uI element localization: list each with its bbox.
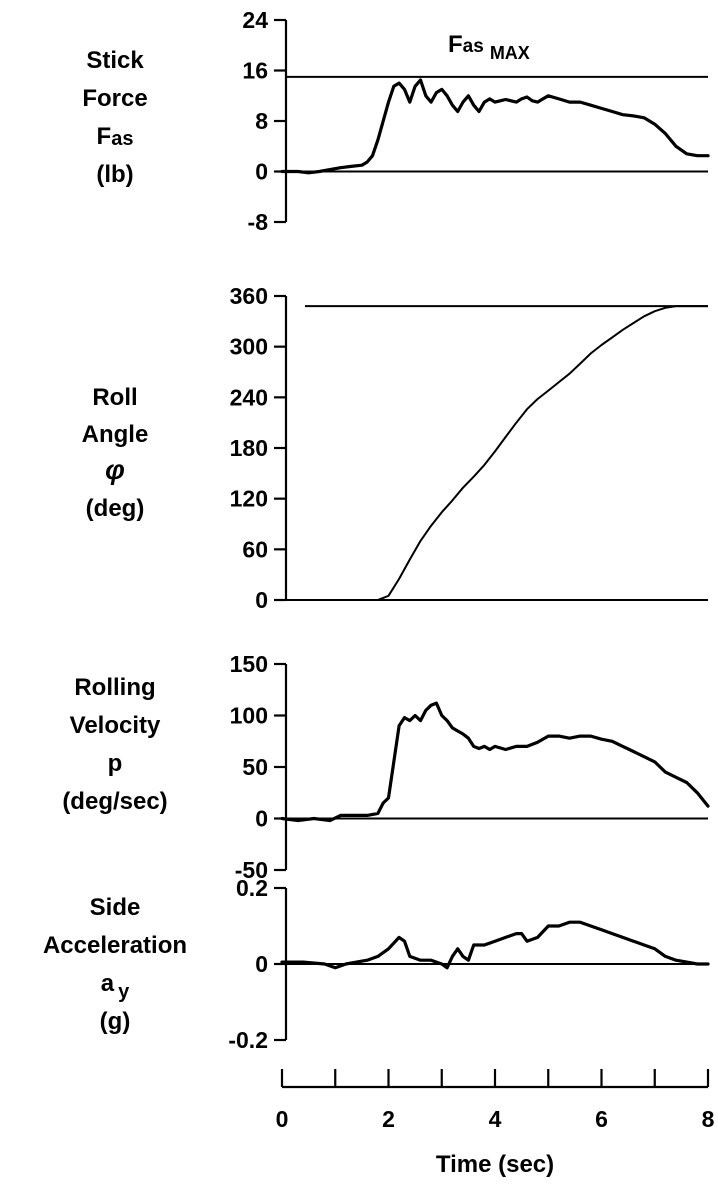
time-axis: 0 2 4 6 8 Time (sec) <box>276 1069 715 1178</box>
y-label-line: Stick <box>86 47 144 74</box>
panel-4: 0.2 0 -0.2 Side Acceleration a y (g) <box>43 875 710 1053</box>
x-tick-label: 2 <box>382 1106 395 1132</box>
y-label-line: (deg/sec) <box>62 788 167 815</box>
y-tick-label: 0 <box>255 159 268 185</box>
series-line <box>280 920 710 970</box>
x-tick-label: 8 <box>702 1106 715 1132</box>
fas-max-annotation: Fas MAX <box>448 31 530 63</box>
panel-2: 360 300 240 180 120 60 0 Roll Angle φ (deg) <box>82 283 708 613</box>
series-line <box>280 701 710 823</box>
y-tick-label: 50 <box>242 754 268 780</box>
y-tick-label: 120 <box>230 486 268 512</box>
y-label-line: Force <box>82 85 147 112</box>
y-tick-label: 0.2 <box>236 875 268 901</box>
y-label-line: Side <box>90 894 141 921</box>
y-label-line: (g) <box>100 1008 131 1035</box>
y-tick-label: 8 <box>255 108 268 134</box>
y-tick-label: -0.2 <box>228 1027 268 1053</box>
panel-3: 150 100 50 0 -50 Rolling Velocity p (deg/sec) <box>62 651 710 883</box>
y-label-line: Velocity <box>70 712 161 739</box>
y-label-line: φ <box>105 454 125 485</box>
y-label-line: Roll <box>92 384 137 411</box>
x-tick-label: 0 <box>276 1106 289 1132</box>
y-tick-label: 360 <box>230 283 268 309</box>
y-tick-label: 0 <box>255 587 268 613</box>
y-tick-label: -8 <box>248 209 269 235</box>
y-label-line: Fas <box>97 123 134 150</box>
y-tick-label: 16 <box>242 58 268 84</box>
y-tick-label: 240 <box>230 384 268 410</box>
y-tick-label: -50 <box>235 857 268 883</box>
y-tick-label: 60 <box>242 536 268 562</box>
y-label-line: (lb) <box>96 161 133 188</box>
x-tick-label: 6 <box>595 1106 608 1132</box>
y-label-line: p <box>108 750 123 777</box>
series-line <box>280 78 710 175</box>
panel-1: 24 16 8 0 -8 Fas MAX Stick Force Fas (lb) <box>82 7 710 235</box>
y-label-line: Rolling <box>74 674 155 701</box>
x-axis-label: Time (sec) <box>436 1151 554 1178</box>
y-label-line: Angle <box>82 421 149 448</box>
x-tick-label: 4 <box>489 1106 502 1132</box>
y-tick-label: 0 <box>255 806 268 832</box>
y-label-line: (deg) <box>86 495 145 522</box>
y-label-line: Acceleration <box>43 932 187 959</box>
y-tick-label: 180 <box>230 435 268 461</box>
y-tick-label: 100 <box>230 703 268 729</box>
y-tick-label: 0 <box>255 951 268 977</box>
y-tick-label: 150 <box>230 651 268 677</box>
y-tick-label: 300 <box>230 334 268 360</box>
y-tick-label: 24 <box>242 7 268 33</box>
series-line <box>282 305 708 601</box>
